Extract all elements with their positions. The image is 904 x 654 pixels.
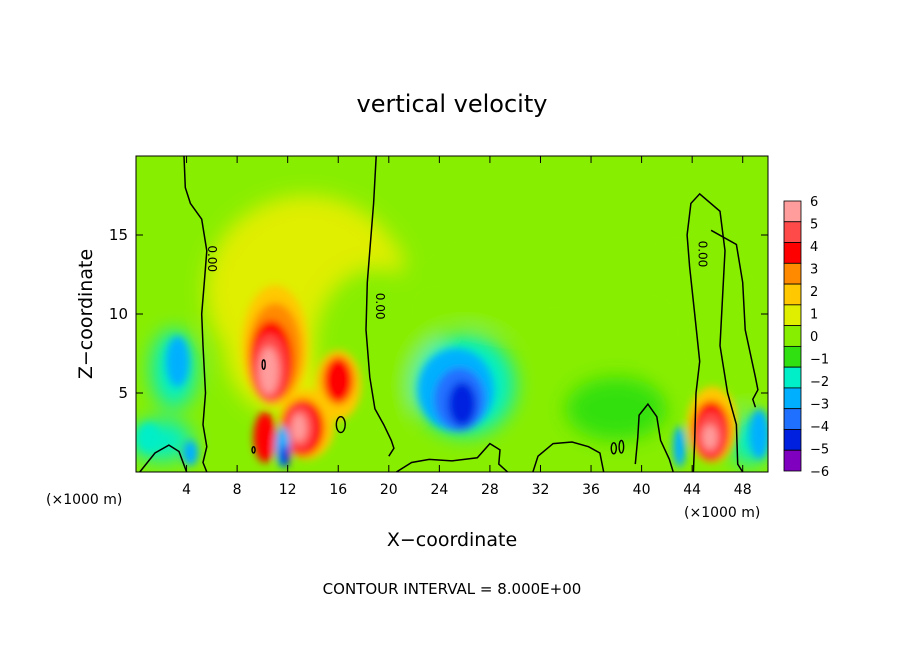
zero-contour-line xyxy=(710,229,759,408)
colorbar-swatch xyxy=(783,283,802,306)
y-axis-label: Z−coordinate xyxy=(75,249,97,379)
zero-contour-line xyxy=(634,402,674,472)
colorbar-swatch xyxy=(783,429,802,451)
x-unit-left: (×1000 m) xyxy=(46,492,122,508)
x-tick-label: 44 xyxy=(683,482,701,498)
x-axis-ticks: 4 8 12 16 20 24 28 32 36 40 44 48 xyxy=(182,156,752,498)
colorbar-label: −6 xyxy=(810,465,829,480)
x-tick-label: 48 xyxy=(734,482,752,498)
colorbar-label: 0 xyxy=(810,330,818,345)
updraft-region xyxy=(401,203,705,330)
colorbar-swatch xyxy=(783,408,802,430)
colorbar-swatch xyxy=(783,345,802,368)
downdraft-region xyxy=(280,445,291,468)
downdraft-region xyxy=(448,381,477,427)
updraft-region xyxy=(258,347,279,395)
contour-label: 0.00 xyxy=(373,293,387,320)
x-tick-label: 36 xyxy=(582,482,600,498)
x-unit-right: (×1000 m) xyxy=(684,505,760,521)
x-tick-label: 4 xyxy=(182,482,191,498)
plot-area xyxy=(136,156,768,472)
contour-label: 0.00 xyxy=(205,245,219,272)
zero-contours: 0.00 0.00 0.00 xyxy=(139,156,759,472)
colorbar-swatch xyxy=(783,304,802,327)
colorbar-label: −5 xyxy=(810,443,829,458)
downdraft-region xyxy=(673,426,686,468)
y-axis-ticks: 5 10 15 xyxy=(109,226,768,402)
x-tick-label: 32 xyxy=(532,482,550,498)
colorbar: 6 5 4 3 2 1 0 −1 −2 −3 −4 −5 −6 xyxy=(783,195,829,480)
zero-contour-loop xyxy=(618,439,625,454)
colorbar-label: 2 xyxy=(810,285,818,300)
x-tick-label: 8 xyxy=(233,482,242,498)
colorbar-swatch xyxy=(783,242,802,264)
downdraft-region xyxy=(137,423,161,452)
colorbar-swatch xyxy=(783,200,802,223)
downdraft-region xyxy=(749,408,768,460)
colorbar-swatch xyxy=(783,262,802,285)
zero-contour-loop xyxy=(251,446,256,454)
updraft-region xyxy=(702,424,718,450)
zero-contour-line xyxy=(139,444,188,472)
x-axis-label: X−coordinate xyxy=(387,529,517,551)
updraft-region xyxy=(323,356,354,405)
colorbar-label: 5 xyxy=(810,218,818,233)
colorbar-swatch xyxy=(783,387,802,410)
zero-contour-line xyxy=(532,441,605,472)
zero-contour-line xyxy=(686,192,744,472)
y-tick-label: 5 xyxy=(118,384,128,402)
colorbar-label: −2 xyxy=(810,375,829,390)
y-tick-label: 10 xyxy=(109,305,128,323)
updraft-region xyxy=(291,413,307,442)
x-tick-label: 20 xyxy=(380,482,398,498)
x-tick-label: 40 xyxy=(633,482,651,498)
downdraft-region xyxy=(182,440,198,466)
colorbar-swatch xyxy=(783,366,802,389)
zero-contour-loop xyxy=(261,359,266,371)
contour-interval-footer: CONTOUR INTERVAL = 8.000E+00 xyxy=(323,580,582,598)
zero-contour-line xyxy=(365,156,395,457)
colorbar-label: 6 xyxy=(810,195,818,210)
y-tick-label: 15 xyxy=(109,226,128,244)
zero-contour-line xyxy=(183,156,208,472)
updraft-region xyxy=(253,411,277,463)
x-tick-label: 16 xyxy=(329,482,347,498)
zero-contour-loop xyxy=(610,442,618,455)
chart-title: vertical velocity xyxy=(357,90,548,118)
contour-label: 0.00 xyxy=(695,241,709,268)
downdraft-region xyxy=(565,377,667,441)
downdraft-region xyxy=(166,336,190,387)
colorbar-swatch xyxy=(783,221,802,243)
zero-contour-line xyxy=(396,442,509,472)
colorbar-label: −1 xyxy=(810,353,829,368)
colorbar-label: −3 xyxy=(810,398,829,413)
colorbar-swatch xyxy=(783,325,802,347)
x-tick-label: 12 xyxy=(279,482,297,498)
colorbar-label: 3 xyxy=(810,263,818,278)
zero-contour-loop xyxy=(335,416,346,434)
x-tick-label: 24 xyxy=(430,482,448,498)
colorbar-label: 4 xyxy=(810,240,818,255)
colorbar-swatch xyxy=(783,449,802,472)
colorbar-label: 1 xyxy=(810,308,818,323)
colorbar-label: −4 xyxy=(810,420,829,435)
x-tick-label: 28 xyxy=(481,482,499,498)
